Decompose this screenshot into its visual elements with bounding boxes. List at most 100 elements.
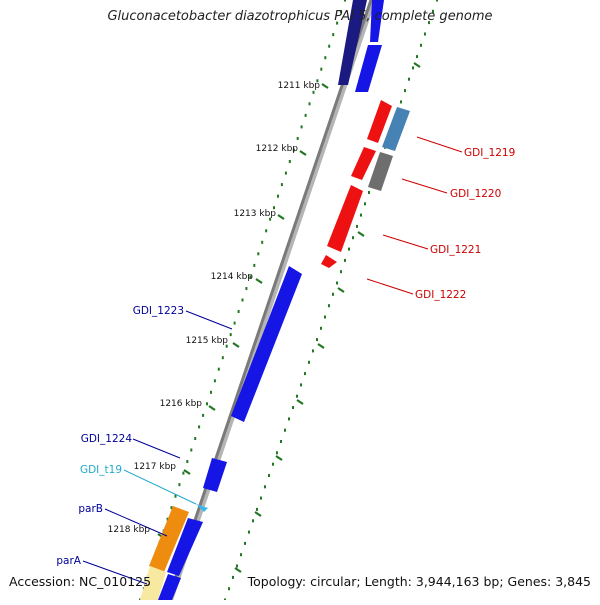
kbp-tick bbox=[208, 405, 216, 411]
scale-dot bbox=[296, 137, 299, 140]
scale-dot bbox=[420, 43, 422, 47]
feature-gdi-1221 bbox=[327, 185, 363, 252]
kbp-tick bbox=[183, 469, 191, 475]
scale-dot bbox=[356, 224, 358, 228]
scale-dot bbox=[206, 402, 208, 406]
scale-dot bbox=[404, 89, 406, 93]
feature-blue-bottom bbox=[158, 574, 181, 600]
gene-label-gdi-1221: GDI_1221 bbox=[430, 244, 481, 256]
scale-dot bbox=[257, 252, 260, 256]
feature-blue-top bbox=[355, 45, 382, 92]
leader-parb bbox=[104, 508, 168, 537]
feature-red-1 bbox=[367, 100, 392, 143]
scale-dot bbox=[245, 287, 248, 290]
scale-dot bbox=[210, 390, 212, 394]
scale-dot bbox=[296, 394, 298, 398]
scale-dot bbox=[228, 587, 230, 591]
scale-dot bbox=[236, 564, 238, 568]
scale-dot bbox=[428, 21, 430, 25]
scale-label-1218: 1218 kbp bbox=[108, 525, 151, 535]
gene-label-gdi-1219: GDI_1219 bbox=[464, 147, 515, 159]
scale-dot bbox=[292, 148, 295, 152]
leader-gdi-1220 bbox=[401, 178, 448, 194]
scale-dot bbox=[332, 33, 335, 37]
kbp-tick bbox=[317, 343, 325, 349]
scale-dot bbox=[241, 298, 244, 302]
scale-dot bbox=[324, 315, 326, 319]
scale-dot bbox=[328, 304, 330, 308]
kbp-tick bbox=[413, 62, 421, 68]
scale-dot bbox=[229, 333, 232, 337]
gene-labels: GDI_1219 GDI_1220 GDI_1221 GDI_1222 GDI_… bbox=[56, 147, 515, 567]
scale-dot bbox=[182, 471, 185, 475]
scale-label-1214: 1214 kbp bbox=[211, 272, 254, 282]
feature-red-2 bbox=[351, 147, 376, 180]
scale-dot bbox=[412, 66, 414, 70]
scale-dot bbox=[272, 462, 274, 466]
feature-blue-mid-lower bbox=[167, 518, 203, 576]
kbp-tick bbox=[357, 231, 365, 237]
scale-dot bbox=[198, 425, 201, 429]
kbp-tick bbox=[321, 83, 329, 89]
scale-dot bbox=[166, 517, 169, 521]
scale-dot bbox=[424, 32, 426, 36]
gene-label-gdi-1222: GDI_1222 bbox=[415, 289, 466, 301]
scale-dot bbox=[261, 240, 264, 244]
scale-dot bbox=[221, 356, 224, 360]
scale-dot bbox=[248, 530, 250, 534]
scale-dot bbox=[268, 474, 270, 477]
scale-dot bbox=[292, 406, 294, 409]
feature-gdi-1220 bbox=[368, 152, 393, 191]
genome-backbone-shadow bbox=[167, 0, 376, 601]
scale-dot bbox=[237, 310, 240, 313]
gene-label-gdi-1224: GDI_1224 bbox=[81, 433, 133, 445]
kbp-tick bbox=[232, 342, 240, 348]
scale-dot bbox=[304, 372, 306, 376]
scale-dot bbox=[264, 485, 266, 489]
scale-dot bbox=[368, 191, 370, 194]
scale-labels: 1211 kbp 1212 kbp 1213 kbp 1214 kbp 1215… bbox=[108, 81, 321, 535]
feature-gdi-1219 bbox=[382, 107, 410, 151]
feature-gdi-1223 bbox=[231, 266, 302, 422]
kbp-tick bbox=[234, 567, 242, 573]
scale-dot bbox=[260, 496, 262, 500]
scale-dot bbox=[312, 90, 315, 94]
genome-backbone bbox=[166, 0, 373, 601]
feature-blue-top-small bbox=[370, 0, 384, 42]
scale-dot bbox=[336, 21, 339, 25]
scale-dot bbox=[178, 483, 181, 487]
kbp-tick bbox=[275, 455, 283, 461]
scale-dot bbox=[336, 281, 338, 285]
scale-dot bbox=[432, 9, 434, 13]
gene-label-parb: parB bbox=[78, 503, 103, 515]
scale-dot bbox=[288, 160, 291, 163]
scale-dot bbox=[328, 44, 331, 48]
scale-dot bbox=[344, 0, 346, 2]
scale-dot bbox=[240, 553, 242, 557]
scale-dot bbox=[316, 338, 318, 342]
scale-dot bbox=[308, 360, 310, 364]
leader-gdi-1223 bbox=[185, 310, 233, 330]
scale-dot bbox=[348, 247, 350, 251]
genome-title: Gluconacetobacter diazotrophicus PAl 5, … bbox=[107, 9, 493, 24]
scale-dot bbox=[190, 448, 193, 452]
scale-dot bbox=[276, 451, 278, 455]
scale-dot bbox=[416, 55, 418, 59]
feature-gdi-t19 bbox=[196, 504, 208, 512]
scale-label-1215: 1215 kbp bbox=[186, 336, 229, 346]
feature-dark-blue-top bbox=[338, 0, 367, 85]
scale-dot bbox=[364, 202, 366, 206]
scale-dot bbox=[360, 213, 362, 217]
scale-dot bbox=[213, 379, 216, 383]
scale-dot bbox=[324, 56, 327, 60]
scale-dot bbox=[174, 494, 177, 498]
label-leader-lines bbox=[82, 136, 463, 585]
scale-dot bbox=[232, 575, 234, 579]
scale-label-1211: 1211 kbp bbox=[278, 81, 321, 91]
scale-dot bbox=[265, 229, 268, 233]
kbp-tick bbox=[277, 214, 285, 220]
scale-dot bbox=[284, 171, 287, 175]
scale-label-1216: 1216 kbp bbox=[160, 399, 203, 409]
